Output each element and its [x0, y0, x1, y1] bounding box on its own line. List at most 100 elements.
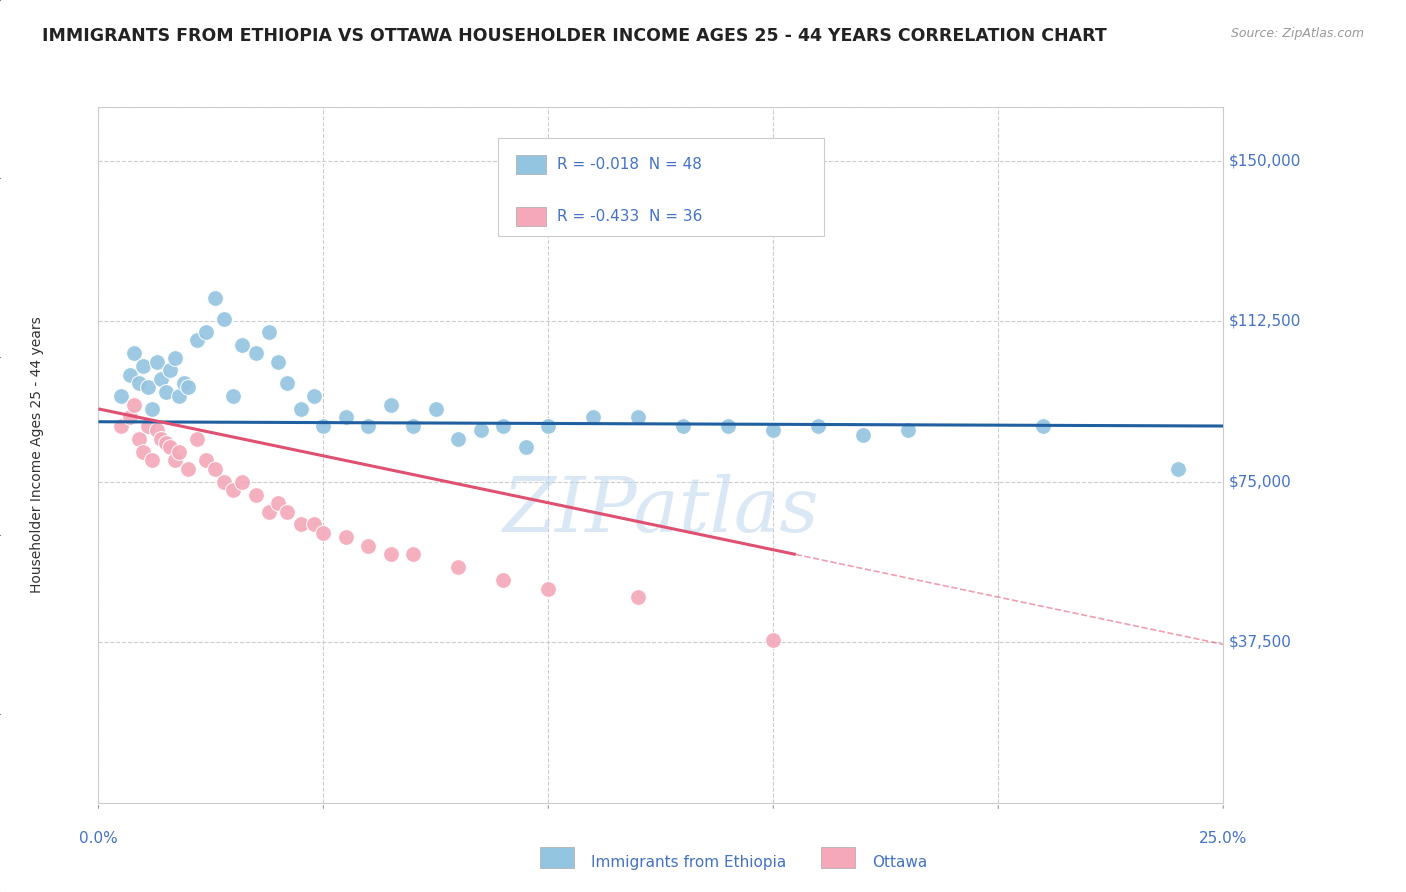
Point	[150, 432, 173, 446]
Point	[447, 432, 470, 446]
Point	[214, 475, 236, 489]
Point	[537, 419, 560, 434]
Point	[136, 419, 159, 434]
Point	[852, 427, 875, 442]
Point	[312, 419, 335, 434]
Text: R = -0.433  N = 36: R = -0.433 N = 36	[557, 209, 703, 224]
Point	[267, 496, 290, 510]
Point	[214, 312, 236, 326]
Point	[163, 351, 186, 365]
Text: IMMIGRANTS FROM ETHIOPIA VS OTTAWA HOUSEHOLDER INCOME AGES 25 - 44 YEARS CORRELA: IMMIGRANTS FROM ETHIOPIA VS OTTAWA HOUSE…	[42, 27, 1107, 45]
Text: 0.0%: 0.0%	[79, 830, 118, 846]
Point	[118, 410, 141, 425]
Point	[259, 505, 281, 519]
Point	[470, 423, 492, 437]
Point	[245, 346, 267, 360]
FancyBboxPatch shape	[821, 847, 855, 868]
Point	[627, 591, 650, 605]
Point	[312, 526, 335, 541]
Point	[177, 462, 200, 476]
Point	[136, 380, 159, 394]
Point	[267, 355, 290, 369]
Point	[380, 398, 402, 412]
Text: $75,000: $75,000	[1229, 475, 1292, 489]
Point	[582, 410, 605, 425]
Point	[537, 582, 560, 596]
Point	[141, 401, 163, 416]
Point	[204, 462, 226, 476]
FancyBboxPatch shape	[516, 155, 546, 174]
Point	[335, 530, 357, 544]
Point	[402, 548, 425, 562]
Point	[357, 419, 380, 434]
Point	[717, 419, 740, 434]
Point	[128, 376, 150, 391]
Point	[672, 419, 695, 434]
Point	[195, 325, 218, 339]
Text: R = -0.018  N = 48: R = -0.018 N = 48	[557, 157, 702, 171]
Point	[259, 325, 281, 339]
Point	[186, 334, 208, 348]
Point	[380, 548, 402, 562]
Point	[290, 517, 312, 532]
Point	[304, 517, 326, 532]
Point	[402, 419, 425, 434]
Point	[128, 432, 150, 446]
Point	[276, 376, 298, 391]
Point	[141, 453, 163, 467]
Point	[169, 389, 191, 403]
Text: Immigrants from Ethiopia: Immigrants from Ethiopia	[591, 855, 786, 870]
FancyBboxPatch shape	[540, 847, 574, 868]
Text: $150,000: $150,000	[1229, 153, 1301, 168]
Point	[173, 376, 195, 391]
Point	[1032, 419, 1054, 434]
Point	[146, 423, 169, 437]
Point	[222, 389, 245, 403]
Point	[124, 398, 146, 412]
Point	[132, 444, 155, 458]
Point	[159, 441, 181, 455]
Point	[110, 389, 132, 403]
Point	[195, 453, 218, 467]
Point	[304, 389, 326, 403]
Text: ZIPatlas: ZIPatlas	[502, 474, 820, 548]
Point	[425, 401, 447, 416]
Point	[447, 560, 470, 574]
Point	[118, 368, 141, 382]
FancyBboxPatch shape	[498, 138, 824, 235]
Point	[897, 423, 920, 437]
Point	[1167, 462, 1189, 476]
Point	[159, 363, 181, 377]
Point	[204, 291, 226, 305]
Point	[124, 346, 146, 360]
Point	[627, 410, 650, 425]
Point	[169, 444, 191, 458]
Point	[155, 384, 177, 399]
Point	[492, 573, 515, 587]
Point	[515, 441, 537, 455]
Point	[222, 483, 245, 498]
Point	[276, 505, 298, 519]
Point	[807, 419, 830, 434]
Point	[132, 359, 155, 373]
Point	[110, 419, 132, 434]
Point	[186, 432, 208, 446]
Text: Source: ZipAtlas.com: Source: ZipAtlas.com	[1230, 27, 1364, 40]
Point	[357, 539, 380, 553]
Point	[231, 337, 253, 351]
Point	[163, 453, 186, 467]
Point	[492, 419, 515, 434]
Text: 25.0%: 25.0%	[1199, 830, 1247, 846]
Point	[335, 410, 357, 425]
Text: Householder Income Ages 25 - 44 years: Householder Income Ages 25 - 44 years	[30, 317, 44, 593]
Text: $112,500: $112,500	[1229, 314, 1301, 328]
Point	[762, 633, 785, 648]
Text: $37,500: $37,500	[1229, 635, 1292, 649]
Point	[762, 423, 785, 437]
Point	[177, 380, 200, 394]
Point	[245, 487, 267, 501]
Point	[150, 372, 173, 386]
Text: Ottawa: Ottawa	[872, 855, 927, 870]
Point	[290, 401, 312, 416]
Point	[231, 475, 253, 489]
